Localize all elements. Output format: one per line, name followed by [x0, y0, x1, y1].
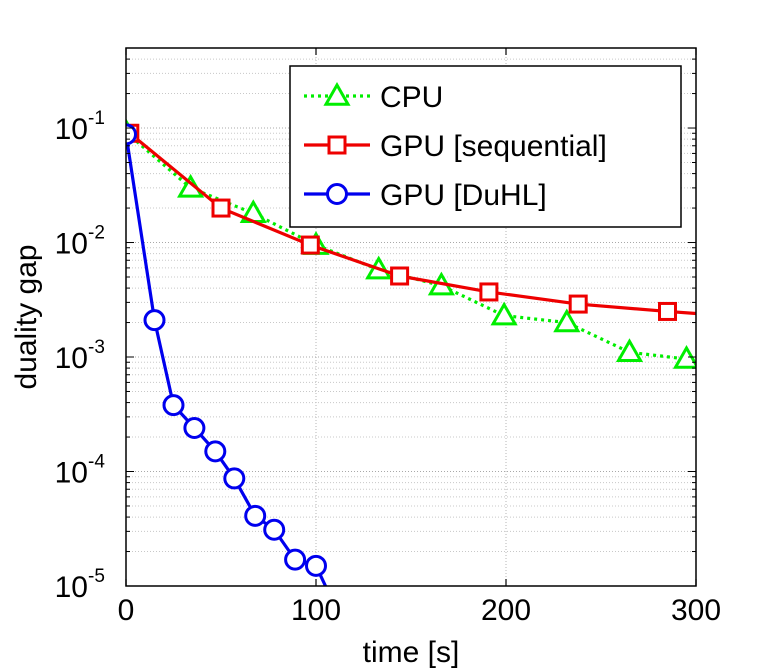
data-point — [490, 301, 518, 326]
data-point — [615, 338, 644, 363]
data-point — [568, 294, 588, 314]
data-point — [284, 548, 307, 571]
y-tick-label: 10 -1 — [55, 108, 105, 146]
x-tick-label: 300 — [671, 594, 721, 627]
legend-item: GPU [sequential] — [304, 130, 607, 163]
y-tick-label-exponent: -2 — [88, 223, 105, 244]
tick-marks — [125, 47, 697, 587]
series-layer — [126, 118, 696, 586]
data-point — [672, 345, 696, 369]
y-tick-label: 10 -3 — [55, 337, 105, 375]
data-point — [553, 308, 581, 333]
data-point — [183, 416, 206, 439]
y-tick-label-base: 10 — [55, 457, 88, 490]
y-tick-label-base: 10 — [55, 571, 88, 604]
legend-marker — [327, 135, 347, 155]
x-tick-label: 100 — [291, 594, 341, 627]
plot-frame — [125, 47, 697, 587]
data-point — [143, 309, 166, 332]
series-line — [128, 132, 696, 316]
legend-item: CPU — [304, 81, 443, 114]
legend-marker — [326, 183, 348, 205]
y-tick-label-exponent: -3 — [88, 337, 105, 358]
data-point — [204, 440, 227, 463]
y-tick-label-exponent: -5 — [88, 566, 105, 587]
x-tick-label: 200 — [481, 594, 531, 627]
data-point — [300, 235, 320, 255]
data-point — [305, 554, 327, 577]
legend-item: GPU [DuHL] — [304, 179, 547, 212]
y-tick-label-base: 10 — [55, 228, 88, 261]
legend-label: GPU [sequential] — [380, 130, 607, 163]
data-point — [479, 282, 499, 302]
x-axis-label: time [s] — [363, 636, 460, 669]
y-tick-label-exponent: -1 — [88, 108, 105, 129]
y-tick-label: 10 -4 — [55, 452, 106, 490]
series-2 — [126, 123, 327, 586]
y-tick-label-base: 10 — [55, 342, 88, 375]
data-point — [390, 266, 410, 286]
y-tick-label-exponent: -4 — [88, 452, 105, 473]
data-point — [658, 301, 677, 321]
legend-marker — [323, 81, 351, 106]
data-point — [263, 518, 286, 541]
legend: CPU GPU [sequential] GPU [DuHL] — [289, 65, 682, 228]
data-point — [162, 394, 185, 417]
data-point — [211, 198, 231, 218]
data-point — [223, 467, 246, 490]
x-tick-label: 0 — [118, 594, 135, 627]
legend-label: GPU [DuHL] — [380, 179, 547, 212]
y-tick-label-base: 10 — [55, 113, 88, 146]
y-tick-label: 10 -5 — [55, 566, 105, 604]
data-point — [244, 504, 267, 527]
y-tick-label: 10 -2 — [55, 223, 105, 261]
y-axis-label: duality gap — [10, 244, 43, 389]
legend-label: CPU — [380, 81, 443, 114]
